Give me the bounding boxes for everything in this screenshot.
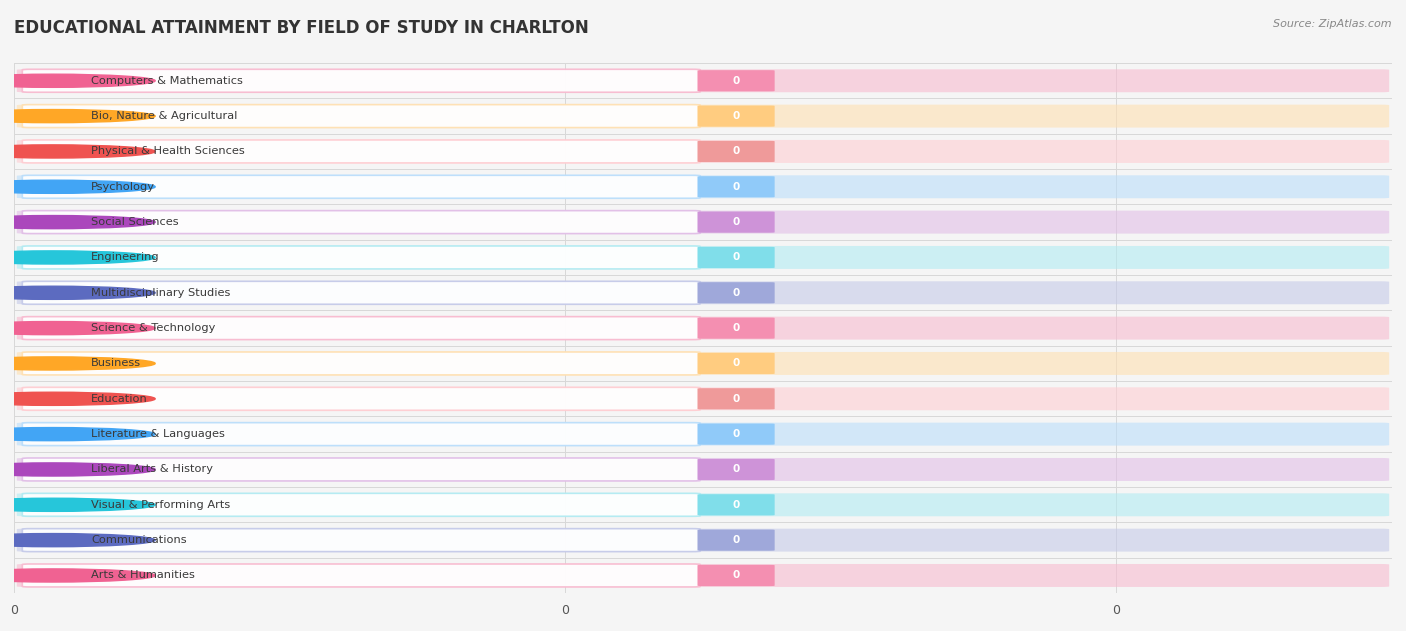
Text: 0: 0 [733,570,740,581]
FancyBboxPatch shape [17,493,1389,516]
Text: 0: 0 [733,429,740,439]
Text: EDUCATIONAL ATTAINMENT BY FIELD OF STUDY IN CHARLTON: EDUCATIONAL ATTAINMENT BY FIELD OF STUDY… [14,19,589,37]
FancyBboxPatch shape [22,281,700,304]
FancyBboxPatch shape [22,69,700,92]
Text: 0: 0 [733,182,740,192]
FancyBboxPatch shape [17,281,1389,304]
Circle shape [0,322,155,334]
Text: Source: ZipAtlas.com: Source: ZipAtlas.com [1274,19,1392,29]
FancyBboxPatch shape [697,494,775,516]
Text: Bio, Nature & Agricultural: Bio, Nature & Agricultural [91,111,238,121]
Text: 0: 0 [733,76,740,86]
Circle shape [0,180,155,193]
FancyBboxPatch shape [22,564,700,587]
FancyBboxPatch shape [22,211,700,233]
Text: Multidisciplinary Studies: Multidisciplinary Studies [91,288,231,298]
FancyBboxPatch shape [22,493,700,516]
FancyBboxPatch shape [17,387,1389,410]
Text: 0: 0 [733,217,740,227]
Text: Communications: Communications [91,535,187,545]
Text: 0: 0 [733,111,740,121]
Text: Business: Business [91,358,142,369]
FancyBboxPatch shape [697,423,775,445]
Text: 0: 0 [733,252,740,262]
FancyBboxPatch shape [17,317,1389,339]
Circle shape [0,145,155,158]
Circle shape [0,74,155,87]
Text: Arts & Humanities: Arts & Humanities [91,570,195,581]
FancyBboxPatch shape [697,176,775,198]
Text: Engineering: Engineering [91,252,160,262]
Text: 0: 0 [733,500,740,510]
FancyBboxPatch shape [22,352,700,375]
Circle shape [0,428,155,440]
FancyBboxPatch shape [17,423,1389,445]
Circle shape [0,569,155,582]
FancyBboxPatch shape [697,141,775,162]
FancyBboxPatch shape [17,140,1389,163]
Text: Social Sciences: Social Sciences [91,217,179,227]
Text: Liberal Arts & History: Liberal Arts & History [91,464,214,475]
Circle shape [0,463,155,476]
FancyBboxPatch shape [697,353,775,374]
FancyBboxPatch shape [697,529,775,551]
FancyBboxPatch shape [17,211,1389,233]
Circle shape [0,251,155,264]
Text: Education: Education [91,394,148,404]
Text: Science & Technology: Science & Technology [91,323,215,333]
Text: 0: 0 [733,358,740,369]
FancyBboxPatch shape [17,458,1389,481]
FancyBboxPatch shape [697,70,775,91]
Text: Computers & Mathematics: Computers & Mathematics [91,76,243,86]
FancyBboxPatch shape [22,458,700,481]
FancyBboxPatch shape [22,246,700,269]
FancyBboxPatch shape [17,105,1389,127]
Circle shape [0,286,155,299]
FancyBboxPatch shape [17,352,1389,375]
Text: Psychology: Psychology [91,182,155,192]
Text: 0: 0 [733,323,740,333]
Text: Literature & Languages: Literature & Languages [91,429,225,439]
FancyBboxPatch shape [697,388,775,410]
Text: 0: 0 [733,535,740,545]
FancyBboxPatch shape [22,529,700,551]
FancyBboxPatch shape [22,140,700,163]
FancyBboxPatch shape [22,317,700,339]
Text: 0: 0 [733,146,740,156]
FancyBboxPatch shape [17,69,1389,92]
FancyBboxPatch shape [697,247,775,268]
FancyBboxPatch shape [17,175,1389,198]
FancyBboxPatch shape [697,282,775,304]
FancyBboxPatch shape [22,387,700,410]
Circle shape [0,498,155,511]
Circle shape [0,392,155,405]
Circle shape [0,357,155,370]
Text: 0: 0 [733,394,740,404]
FancyBboxPatch shape [697,459,775,480]
Text: 0: 0 [733,464,740,475]
Circle shape [0,110,155,122]
FancyBboxPatch shape [697,317,775,339]
FancyBboxPatch shape [22,105,700,127]
Text: Physical & Health Sciences: Physical & Health Sciences [91,146,245,156]
FancyBboxPatch shape [22,423,700,445]
Circle shape [0,216,155,228]
Circle shape [0,534,155,546]
FancyBboxPatch shape [697,105,775,127]
FancyBboxPatch shape [697,565,775,586]
Text: Visual & Performing Arts: Visual & Performing Arts [91,500,231,510]
FancyBboxPatch shape [17,564,1389,587]
Text: 0: 0 [733,288,740,298]
FancyBboxPatch shape [17,529,1389,551]
FancyBboxPatch shape [22,175,700,198]
FancyBboxPatch shape [697,211,775,233]
FancyBboxPatch shape [17,246,1389,269]
